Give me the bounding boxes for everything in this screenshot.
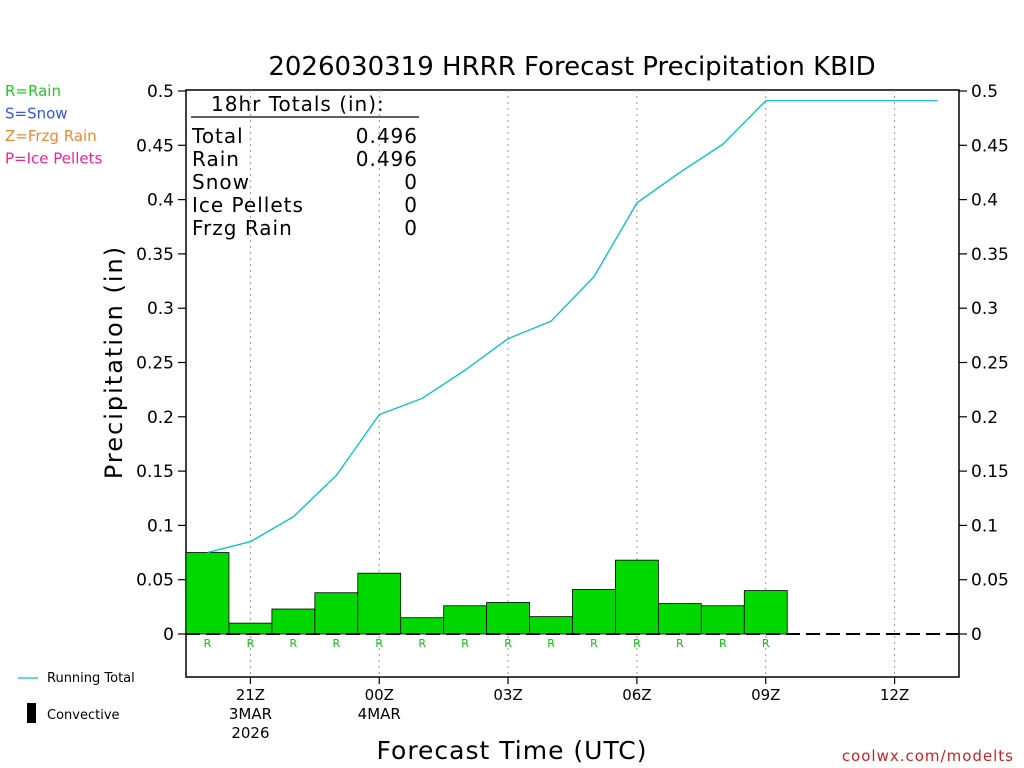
running-total-polyline — [207, 100, 938, 554]
y-tick-label-left: 0.05 — [136, 571, 174, 591]
precip-bar — [185, 552, 230, 635]
y-tick-label-left: 0.35 — [136, 245, 174, 265]
totals-value-ice-pellets: 0 — [404, 193, 418, 217]
precip-bar — [615, 559, 659, 635]
precip-bar — [529, 616, 573, 635]
precip-type-label: R — [676, 637, 684, 650]
y-tick-label-right: 0.35 — [971, 245, 1009, 265]
y-tick-label-left: 0.45 — [136, 136, 174, 156]
y-tick-label-right: 0 — [971, 625, 982, 645]
x-tick-label-21Z: 21Z — [236, 686, 265, 704]
totals-value-rain: 0.496 — [356, 147, 418, 171]
chart-title: 2026030319 HRRR Forecast Precipitation K… — [268, 52, 875, 82]
running-total-legend-label: Running Total — [47, 671, 135, 686]
hourly-bars — [185, 552, 788, 635]
y-tick-label-left: 0.1 — [147, 516, 174, 536]
precip-bar — [228, 622, 273, 635]
precip-type-legend: R=Rain S=Snow Z=Frzg Rain P=Ice Pellets — [5, 82, 102, 168]
x-tick-label-09Z: 09Z — [751, 686, 780, 704]
precip-type-label: R — [719, 637, 727, 650]
x-tick-date-21Z: 3MAR — [229, 705, 272, 723]
totals-value-snow: 0 — [404, 170, 418, 194]
x-tick-date-00Z: 4MAR — [358, 705, 401, 723]
precip-type-label: R — [418, 637, 426, 650]
y-tick-label-left: 0.25 — [136, 354, 174, 374]
totals-value-frzg-rain: 0 — [404, 216, 418, 240]
totals-label-snow: Snow — [192, 170, 250, 194]
precip-type-label: R — [762, 637, 770, 650]
precip-type-label: R — [375, 637, 383, 650]
type-legend-item: P=Ice Pellets — [5, 150, 102, 168]
precip-bar — [486, 602, 530, 635]
convective-legend-label: Convective — [47, 708, 120, 723]
y-tick-label-right: 0.25 — [971, 354, 1009, 374]
totals-label-rain: Rain — [192, 147, 240, 171]
x-tick-label-06Z: 06Z — [622, 686, 651, 704]
plot-frame — [185, 89, 960, 678]
precip-bar — [700, 605, 745, 635]
y-tick-label-right: 0.15 — [971, 462, 1009, 482]
precip-type-label: R — [332, 637, 340, 650]
precip-type-label: R — [461, 637, 469, 650]
precip-bar — [314, 592, 359, 635]
precip-bar — [572, 589, 616, 635]
x-tick-label-12Z: 12Z — [880, 686, 909, 704]
type-legend-item: Z=Frzg Rain — [5, 127, 97, 145]
precip-bar — [443, 605, 488, 635]
x-tick-label-03Z: 03Z — [493, 686, 522, 704]
credit-text: coolwx.com/modelts — [842, 747, 1014, 765]
y-tick-label-right: 0.2 — [971, 408, 998, 428]
totals-box: 18hr Totals (in): Total 0.496 Rain 0.496 Sno… — [191, 92, 419, 240]
precip-type-label: R — [547, 637, 555, 650]
y-tick-label-right: 0.4 — [971, 191, 998, 211]
y-tick-label-left: 0.4 — [147, 191, 174, 211]
y-tick-label-right: 0.1 — [971, 516, 998, 536]
precip-bar — [657, 603, 702, 635]
y-tick-label-right: 0.45 — [971, 136, 1009, 156]
precip-type-label: R — [590, 637, 598, 650]
precip-bar — [271, 608, 316, 635]
y-tick-label-left: 0 — [163, 625, 174, 645]
precip-type-label: R — [290, 637, 298, 650]
x-tick-year-21Z: 2026 — [231, 724, 269, 742]
y-tick-label-right: 0.3 — [971, 299, 998, 319]
totals-label-ice-pellets: Ice Pellets — [192, 193, 304, 217]
totals-label-total: Total — [191, 124, 244, 148]
convective-legend-swatch — [27, 703, 36, 723]
y-tick-label-left: 0.3 — [147, 299, 174, 319]
precip-bar — [743, 590, 788, 635]
y-tick-label-left: 0.5 — [147, 82, 174, 102]
y-tick-label-left: 0.2 — [147, 408, 174, 428]
y-tick-label-right: 0.5 — [971, 82, 998, 102]
precip-bar — [400, 617, 445, 635]
y-axis-label: Precipitation (in) — [100, 245, 128, 479]
precip-type-label: R — [504, 637, 512, 650]
precip-bar — [357, 572, 402, 635]
x-tick-label-00Z: 00Z — [365, 686, 394, 704]
y-axis-ticks: 0 00.05 0.050.1 0.10.15 0.150.2 0.20.25 0.250.… — [136, 82, 1009, 645]
totals-header: 18hr Totals (in): — [211, 92, 385, 116]
type-legend-item: S=Snow — [5, 105, 68, 123]
running-total-line — [207, 100, 938, 554]
y-tick-label-left: 0.15 — [136, 462, 174, 482]
totals-value-total: 0.496 — [356, 124, 418, 148]
grid-lines — [249, 90, 896, 677]
totals-label-frzg-rain: Frzg Rain — [192, 216, 293, 240]
precip-type-label: R — [247, 637, 255, 650]
x-axis-label: Forecast Time (UTC) — [377, 736, 648, 765]
precip-type-label: R — [204, 637, 212, 650]
precip-type-label: R — [633, 637, 641, 650]
type-legend-item: R=Rain — [5, 82, 61, 100]
y-tick-label-right: 0.05 — [971, 571, 1009, 591]
